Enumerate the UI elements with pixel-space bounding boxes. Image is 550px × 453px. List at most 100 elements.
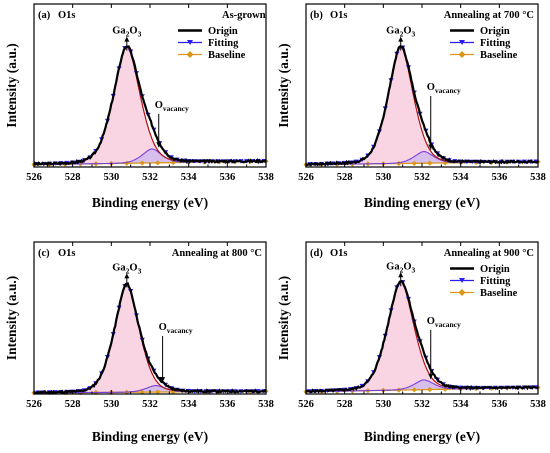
x-tick-label: 526 bbox=[298, 399, 314, 410]
ga2o3-arrowhead bbox=[124, 36, 130, 42]
condition-label: Annealing at 700 °C bbox=[444, 10, 534, 21]
x-tick-label: 530 bbox=[103, 172, 119, 183]
legend-marker bbox=[458, 51, 466, 58]
x-tick-label: 530 bbox=[375, 399, 391, 410]
ga2o3-annotation: Ga2O3 bbox=[112, 262, 141, 275]
legend-label: Fitting bbox=[208, 38, 239, 49]
ovacancy-annotation: Ovacancy bbox=[427, 82, 461, 95]
baseline-marker bbox=[396, 160, 402, 167]
condition-label: Annealing at 800 °C bbox=[172, 248, 262, 259]
ga2o3-arrowhead bbox=[398, 272, 404, 278]
chart-panel-2: 526 528 530 532 534 536 538 Binding energy (eV)… bbox=[4, 241, 274, 444]
x-tick-label: 536 bbox=[219, 399, 235, 410]
y-axis-label: Intensity (a.u.) bbox=[276, 43, 291, 127]
x-tick-label: 534 bbox=[453, 172, 470, 183]
x-tick-label: 528 bbox=[65, 399, 81, 410]
x-tick-label: 526 bbox=[26, 399, 42, 410]
baseline-marker bbox=[427, 160, 433, 166]
x-tick-label: 538 bbox=[258, 399, 274, 410]
legend-marker bbox=[186, 51, 194, 58]
ovacancy-annotation: Ovacancy bbox=[427, 316, 461, 329]
ga2o3-annotation: Ga2O3 bbox=[112, 26, 141, 39]
legend-marker bbox=[459, 278, 465, 283]
y-axis-label: Intensity (a.u.) bbox=[4, 43, 19, 127]
baseline-marker bbox=[442, 386, 448, 392]
x-axis-label: Binding energy (eV) bbox=[364, 429, 480, 444]
panel-label: (d) bbox=[310, 248, 323, 259]
element-label: O1s bbox=[330, 10, 348, 21]
legend-label: Baseline bbox=[480, 288, 518, 299]
legend-label: Fitting bbox=[480, 276, 511, 287]
baseline-marker bbox=[139, 389, 145, 395]
baseline-marker bbox=[139, 160, 145, 166]
main-peak-fill bbox=[34, 47, 266, 165]
ovacancy-arrowhead bbox=[428, 373, 434, 379]
condition-label: Annealing at 900 °C bbox=[444, 248, 534, 259]
baseline-marker bbox=[155, 389, 161, 395]
legend-label: Baseline bbox=[480, 50, 518, 61]
ga2o3-annotation: Ga2O3 bbox=[386, 26, 415, 39]
x-tick-label: 530 bbox=[103, 399, 119, 410]
x-tick-label: 534 bbox=[453, 399, 470, 410]
x-tick-label: 530 bbox=[375, 172, 391, 183]
ovacancy-arrowhead bbox=[428, 144, 434, 150]
ovacancy-arrowhead bbox=[156, 142, 162, 148]
legend-label: Fitting bbox=[480, 38, 511, 49]
vacancy-peak-fill bbox=[306, 151, 538, 165]
x-tick-label: 528 bbox=[337, 172, 353, 183]
baseline-marker bbox=[396, 387, 402, 393]
legend-label: Origin bbox=[480, 26, 510, 37]
x-axis-label: Binding energy (eV) bbox=[364, 195, 480, 210]
element-label: O1s bbox=[58, 10, 76, 21]
x-tick-label: 534 bbox=[181, 172, 198, 183]
origin-line bbox=[33, 45, 267, 167]
baseline-marker bbox=[155, 160, 161, 166]
ovacancy-annotation: Ovacancy bbox=[159, 322, 193, 335]
chart-panel-1: 526 528 530 532 534 536 538 Binding energy (eV)… bbox=[276, 3, 546, 210]
x-tick-label: 526 bbox=[298, 172, 314, 183]
x-tick-label: 536 bbox=[491, 399, 507, 410]
vacancy-peak-fill bbox=[34, 148, 266, 165]
ga2o3-annotation: Ga2O3 bbox=[386, 261, 415, 274]
element-label: O1s bbox=[58, 248, 76, 259]
panel-label: (b) bbox=[310, 10, 323, 21]
chart-panel-3: 526 528 530 532 534 536 538 Binding energy (eV)… bbox=[276, 241, 546, 444]
x-tick-label: 538 bbox=[530, 172, 546, 183]
ovacancy-annotation: Ovacancy bbox=[155, 100, 189, 113]
x-tick-label: 538 bbox=[530, 399, 546, 410]
legend-label: Origin bbox=[208, 26, 238, 37]
x-tick-label: 532 bbox=[414, 399, 430, 410]
x-tick-label: 528 bbox=[65, 172, 81, 183]
x-axis-label: Binding energy (eV) bbox=[92, 429, 208, 444]
x-tick-label: 536 bbox=[219, 172, 235, 183]
baseline-marker bbox=[427, 386, 433, 393]
legend-marker bbox=[459, 40, 465, 45]
panel-label: (c) bbox=[38, 248, 50, 259]
baseline-marker bbox=[411, 387, 417, 393]
x-tick-label: 536 bbox=[491, 172, 507, 183]
x-tick-label: 532 bbox=[414, 172, 430, 183]
legend-label: Origin bbox=[480, 264, 510, 275]
vacancy-peak-fill bbox=[306, 379, 538, 392]
ga2o3-arrowhead bbox=[398, 36, 404, 42]
baseline-marker bbox=[411, 160, 417, 166]
ga2o3-arrowhead bbox=[124, 273, 130, 279]
x-tick-label: 534 bbox=[181, 399, 198, 410]
main-peak-fill bbox=[306, 47, 538, 165]
condition-label: As-grown bbox=[222, 10, 266, 21]
x-tick-label: 528 bbox=[337, 399, 353, 410]
chart-panel-0: 526 528 530 532 534 536 538 Binding energy (eV)… bbox=[4, 3, 274, 210]
x-axis-label: Binding energy (eV) bbox=[92, 195, 208, 210]
x-tick-label: 532 bbox=[142, 399, 158, 410]
main-peak-fill bbox=[306, 281, 538, 392]
y-axis-label: Intensity (a.u.) bbox=[276, 276, 291, 360]
x-tick-label: 526 bbox=[26, 172, 42, 183]
legend-marker bbox=[187, 40, 193, 45]
legend-marker bbox=[458, 289, 466, 296]
main-peak-fill bbox=[34, 284, 266, 393]
x-tick-label: 538 bbox=[258, 172, 274, 183]
x-tick-label: 532 bbox=[142, 172, 158, 183]
legend-label: Baseline bbox=[208, 50, 246, 61]
y-axis-label: Intensity (a.u.) bbox=[4, 276, 19, 360]
